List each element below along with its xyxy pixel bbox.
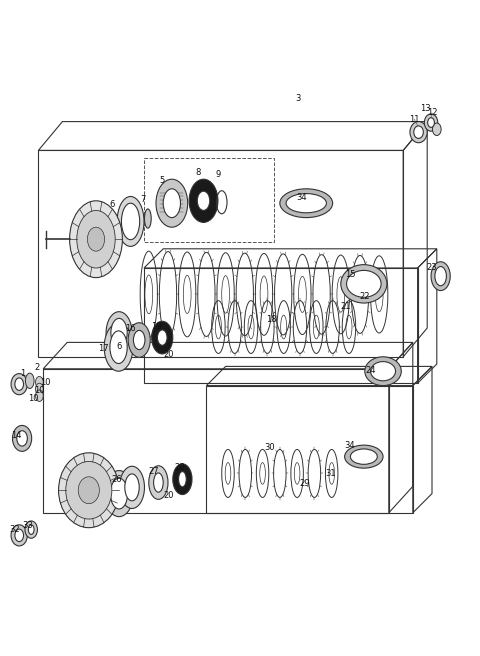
Ellipse shape (36, 383, 43, 395)
Text: 31: 31 (325, 469, 336, 478)
Ellipse shape (286, 194, 326, 213)
Text: 13: 13 (420, 104, 431, 113)
Text: 16: 16 (125, 325, 136, 333)
Ellipse shape (15, 378, 24, 390)
Ellipse shape (173, 464, 192, 495)
Text: 30: 30 (264, 443, 275, 451)
Ellipse shape (350, 449, 377, 464)
Ellipse shape (152, 321, 173, 354)
Ellipse shape (133, 331, 145, 350)
Text: 22: 22 (360, 293, 370, 301)
Ellipse shape (25, 373, 34, 388)
Text: 26: 26 (112, 475, 122, 483)
Text: 6: 6 (109, 200, 115, 209)
Ellipse shape (365, 357, 401, 386)
Text: 5: 5 (160, 176, 165, 185)
Ellipse shape (414, 126, 423, 138)
Ellipse shape (120, 466, 144, 508)
Ellipse shape (179, 472, 186, 487)
Ellipse shape (280, 189, 333, 218)
Text: 23: 23 (427, 264, 437, 272)
Ellipse shape (12, 426, 32, 451)
Text: 18: 18 (266, 316, 276, 324)
Ellipse shape (87, 227, 105, 251)
Text: 8: 8 (195, 169, 201, 178)
Ellipse shape (144, 209, 151, 228)
Ellipse shape (110, 478, 128, 509)
Ellipse shape (70, 201, 122, 277)
Ellipse shape (149, 466, 168, 499)
Text: 1: 1 (21, 369, 25, 378)
Text: 10: 10 (28, 394, 38, 403)
Text: 24: 24 (365, 366, 376, 375)
Text: 19: 19 (151, 322, 162, 331)
Text: 29: 29 (300, 480, 310, 489)
Ellipse shape (11, 374, 27, 395)
Text: 3: 3 (295, 94, 300, 103)
Ellipse shape (121, 203, 140, 239)
Text: 17: 17 (98, 344, 108, 353)
Ellipse shape (345, 445, 383, 468)
Ellipse shape (104, 323, 133, 371)
Ellipse shape (28, 525, 34, 535)
Ellipse shape (36, 390, 43, 401)
Ellipse shape (105, 470, 133, 517)
Ellipse shape (106, 312, 132, 354)
Ellipse shape (163, 189, 180, 218)
Text: 32: 32 (9, 525, 20, 534)
Ellipse shape (36, 377, 43, 388)
Ellipse shape (156, 179, 188, 227)
Text: 17: 17 (98, 485, 108, 495)
Text: 2: 2 (35, 363, 40, 372)
Text: 34: 34 (344, 441, 355, 450)
Ellipse shape (111, 318, 127, 347)
Text: 10: 10 (40, 378, 51, 387)
Text: 11: 11 (409, 115, 420, 124)
Text: 15: 15 (345, 270, 356, 279)
Text: 7: 7 (140, 195, 146, 204)
Ellipse shape (125, 474, 139, 501)
Text: 20: 20 (164, 350, 174, 359)
Ellipse shape (17, 431, 27, 446)
Ellipse shape (110, 331, 127, 363)
Ellipse shape (428, 118, 434, 127)
Ellipse shape (432, 123, 441, 136)
Text: 27: 27 (148, 468, 159, 476)
Text: 33: 33 (23, 522, 33, 530)
Ellipse shape (347, 270, 381, 297)
Ellipse shape (11, 525, 27, 546)
Ellipse shape (117, 197, 144, 247)
Ellipse shape (154, 473, 163, 492)
Ellipse shape (197, 191, 210, 211)
Text: 10: 10 (34, 386, 45, 395)
Ellipse shape (78, 477, 99, 504)
Text: 28: 28 (174, 462, 185, 472)
Ellipse shape (59, 453, 119, 527)
Ellipse shape (128, 323, 150, 358)
Text: 34: 34 (296, 193, 307, 202)
Ellipse shape (410, 121, 427, 143)
Ellipse shape (15, 529, 24, 542)
Text: 25: 25 (68, 487, 78, 496)
Ellipse shape (157, 330, 167, 345)
Ellipse shape (424, 114, 438, 131)
Text: 12: 12 (427, 108, 437, 117)
Ellipse shape (341, 264, 387, 303)
Text: 20: 20 (164, 491, 174, 499)
Text: 6: 6 (116, 342, 122, 351)
Ellipse shape (431, 262, 450, 291)
Text: 14: 14 (11, 430, 22, 440)
Text: 9: 9 (216, 170, 221, 179)
Ellipse shape (371, 361, 396, 380)
Ellipse shape (25, 521, 37, 538)
Ellipse shape (435, 266, 446, 286)
Text: 21: 21 (340, 302, 351, 311)
Ellipse shape (189, 179, 218, 222)
Ellipse shape (66, 461, 112, 519)
Text: 4: 4 (77, 232, 82, 241)
Ellipse shape (77, 211, 115, 268)
